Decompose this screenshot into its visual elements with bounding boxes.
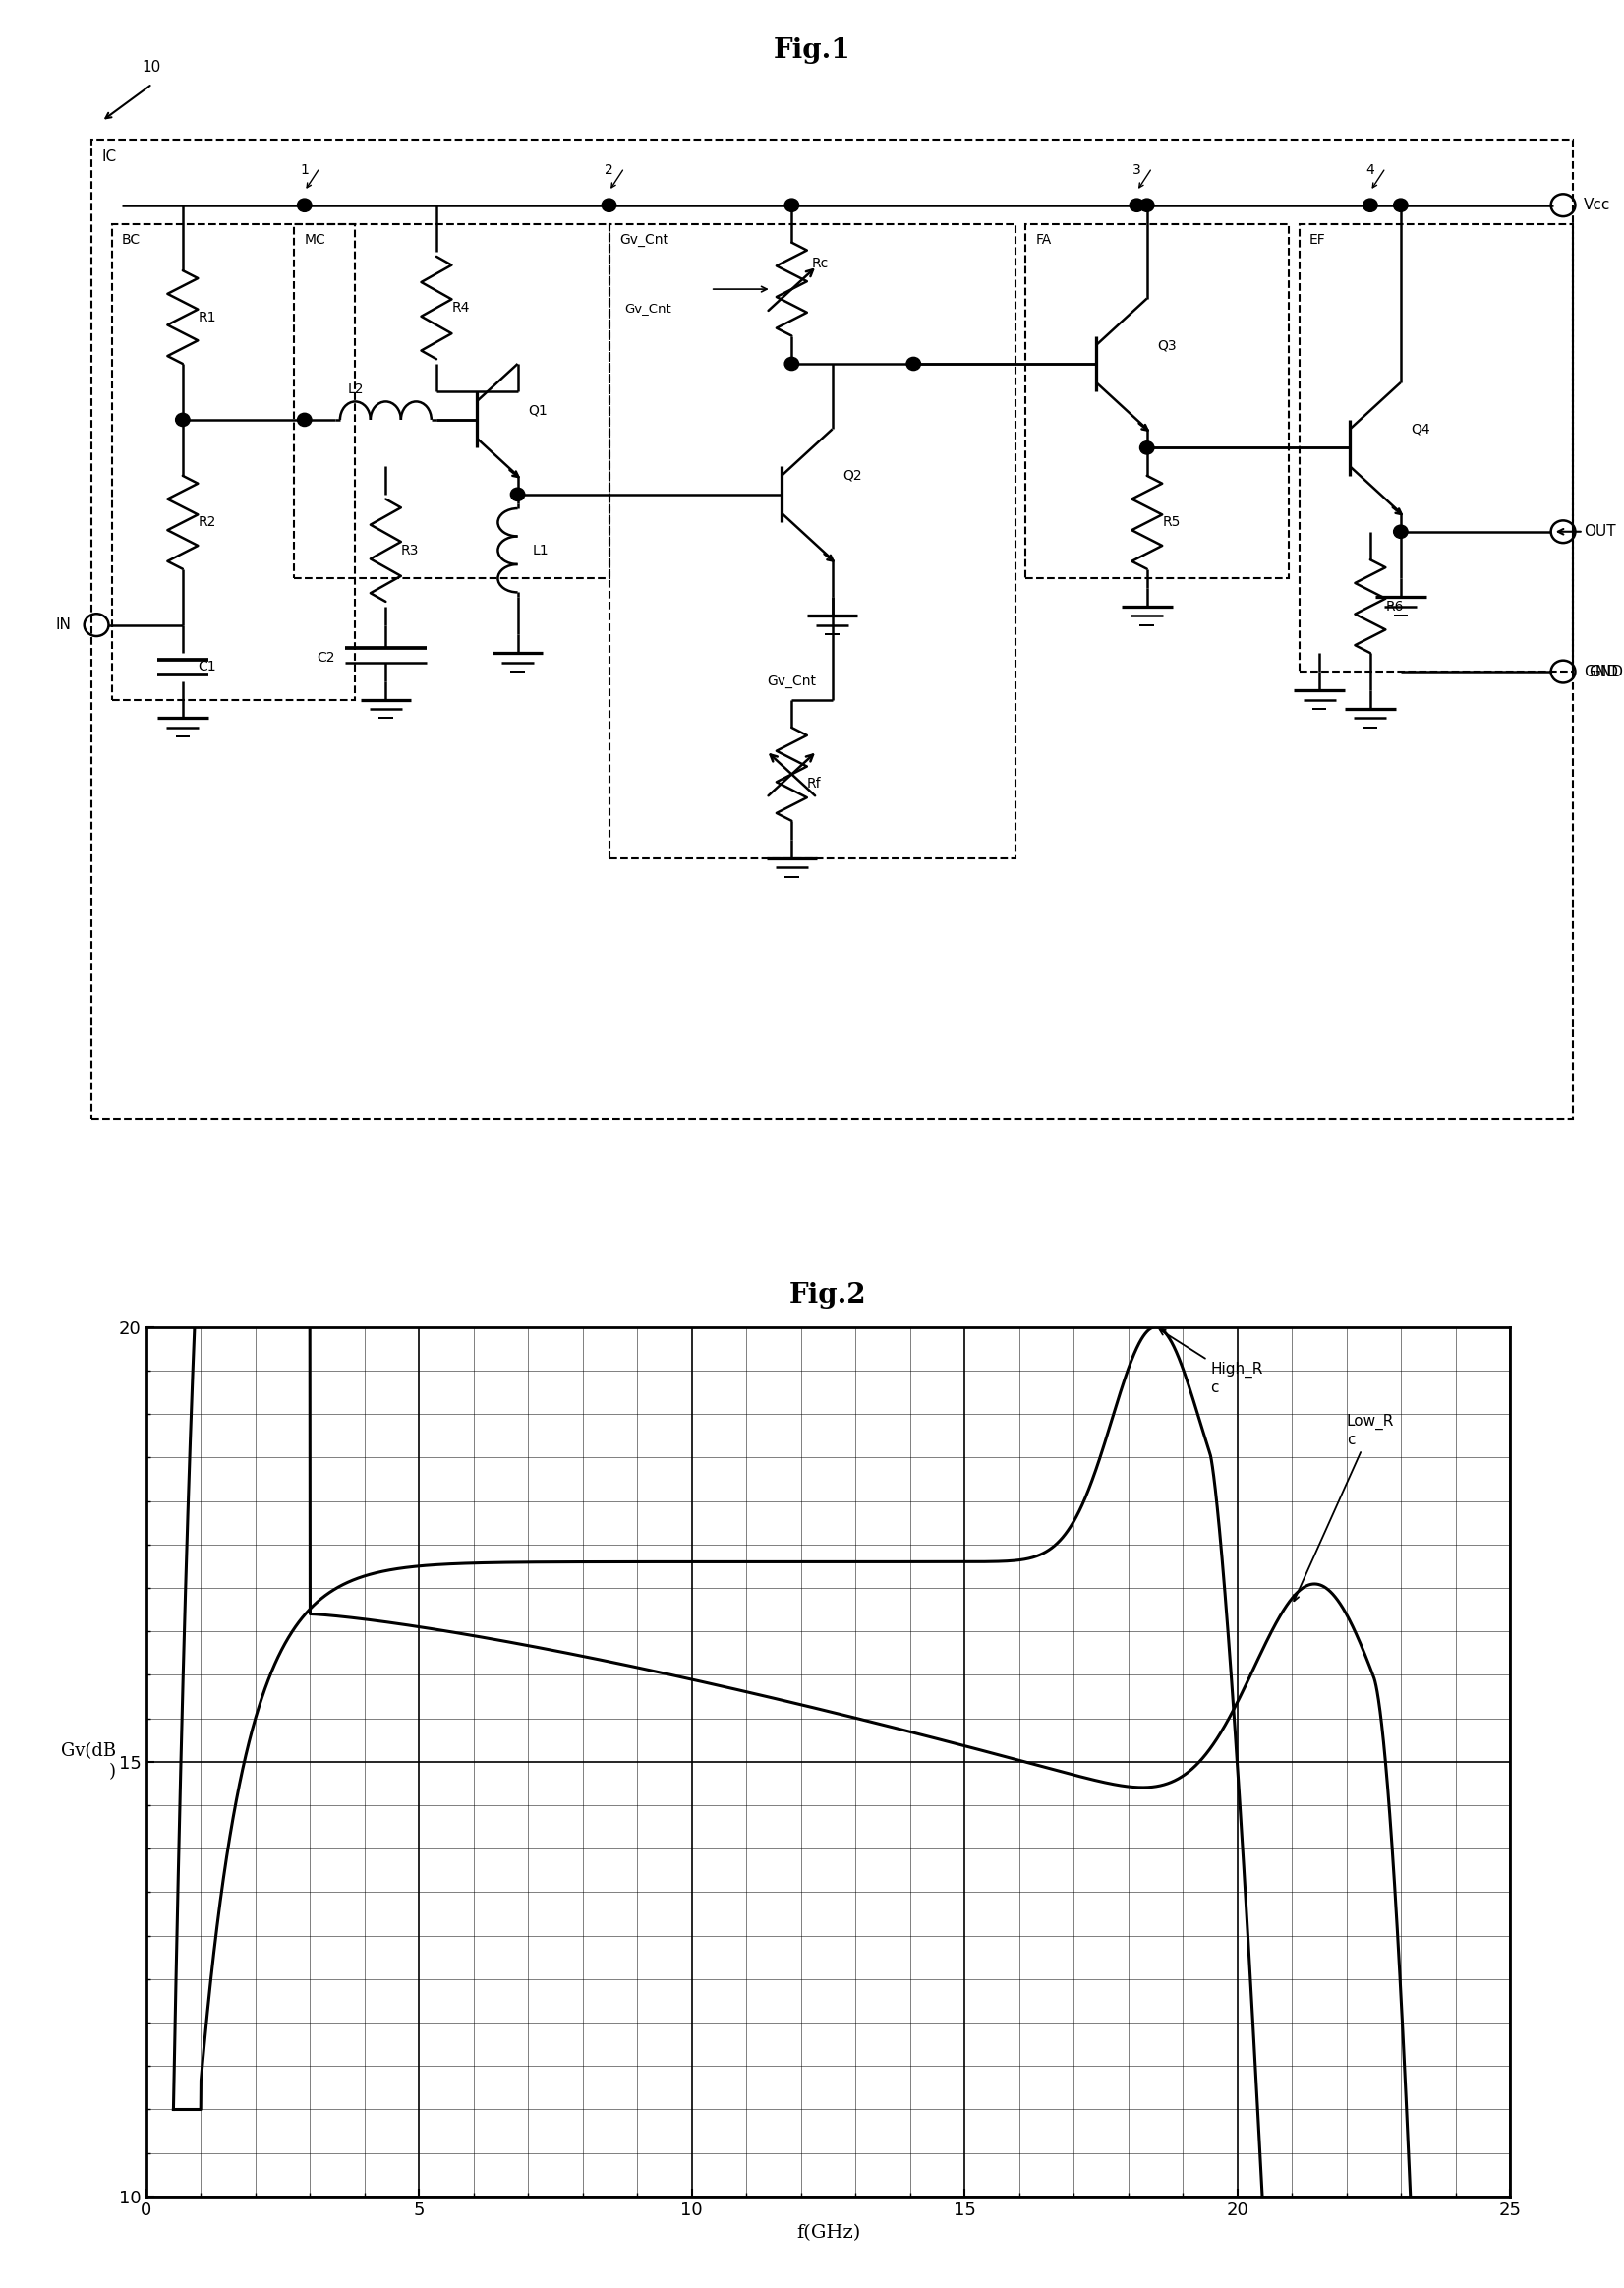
Circle shape	[297, 199, 312, 213]
Text: R5: R5	[1163, 515, 1181, 529]
X-axis label: f(GHz): f(GHz)	[796, 2224, 861, 2242]
Bar	[346, 648, 425, 661]
Text: Q4: Q4	[1411, 423, 1431, 437]
Text: Vcc: Vcc	[1583, 197, 1611, 213]
Circle shape	[784, 199, 799, 213]
Bar	[1025, 224, 1289, 579]
Text: IN: IN	[55, 618, 71, 631]
Circle shape	[1393, 526, 1408, 538]
Text: GND: GND	[1583, 664, 1618, 680]
Text: R1: R1	[198, 311, 216, 325]
Text: Q2: Q2	[843, 469, 862, 483]
Text: Rf: Rf	[807, 776, 822, 789]
Text: MC: MC	[305, 233, 326, 247]
Text: Gv_Cnt: Gv_Cnt	[624, 302, 671, 313]
Circle shape	[603, 199, 615, 213]
Text: 1: 1	[300, 162, 309, 176]
Bar	[294, 224, 609, 579]
Text: GND: GND	[1588, 664, 1622, 680]
Text: R6: R6	[1385, 599, 1403, 613]
Text: EF: EF	[1309, 233, 1325, 247]
Text: C2: C2	[317, 650, 335, 664]
Text: Gv_Cnt: Gv_Cnt	[767, 675, 817, 689]
Circle shape	[1393, 199, 1408, 213]
Text: Low_R
c: Low_R c	[1294, 1414, 1393, 1602]
Title: Fig.2: Fig.2	[789, 1281, 867, 1309]
Circle shape	[1130, 199, 1143, 213]
Circle shape	[510, 487, 525, 501]
Circle shape	[784, 357, 799, 371]
Bar	[609, 224, 1015, 858]
Text: High_R
c: High_R c	[1160, 1329, 1263, 1396]
Y-axis label: Gv(dB
): Gv(dB )	[62, 1743, 117, 1780]
Circle shape	[1140, 442, 1155, 455]
Text: OUT: OUT	[1583, 524, 1616, 540]
Text: Q1: Q1	[528, 403, 547, 416]
Text: Q3: Q3	[1158, 339, 1176, 352]
Circle shape	[1363, 199, 1377, 213]
Text: BC: BC	[122, 233, 141, 247]
Text: FA: FA	[1036, 233, 1051, 247]
Text: 10: 10	[143, 59, 161, 76]
Text: IC: IC	[102, 149, 117, 165]
Circle shape	[1140, 199, 1155, 213]
Circle shape	[297, 414, 312, 426]
Text: Gv_Cnt: Gv_Cnt	[619, 233, 669, 247]
Text: Rc: Rc	[812, 256, 828, 270]
Circle shape	[906, 357, 921, 371]
Text: C1: C1	[198, 659, 216, 675]
Text: 2: 2	[604, 162, 614, 176]
Bar	[1299, 224, 1574, 673]
Bar	[91, 140, 1574, 1119]
Text: Fig.1: Fig.1	[773, 37, 851, 64]
Text: 3: 3	[1132, 162, 1142, 176]
Text: R4: R4	[451, 302, 469, 316]
Text: R2: R2	[198, 515, 216, 529]
Circle shape	[175, 414, 190, 426]
Text: L2: L2	[348, 382, 364, 396]
Bar	[112, 224, 356, 700]
Text: R3: R3	[401, 545, 419, 558]
Text: L1: L1	[533, 545, 549, 558]
Text: 4: 4	[1366, 162, 1374, 176]
